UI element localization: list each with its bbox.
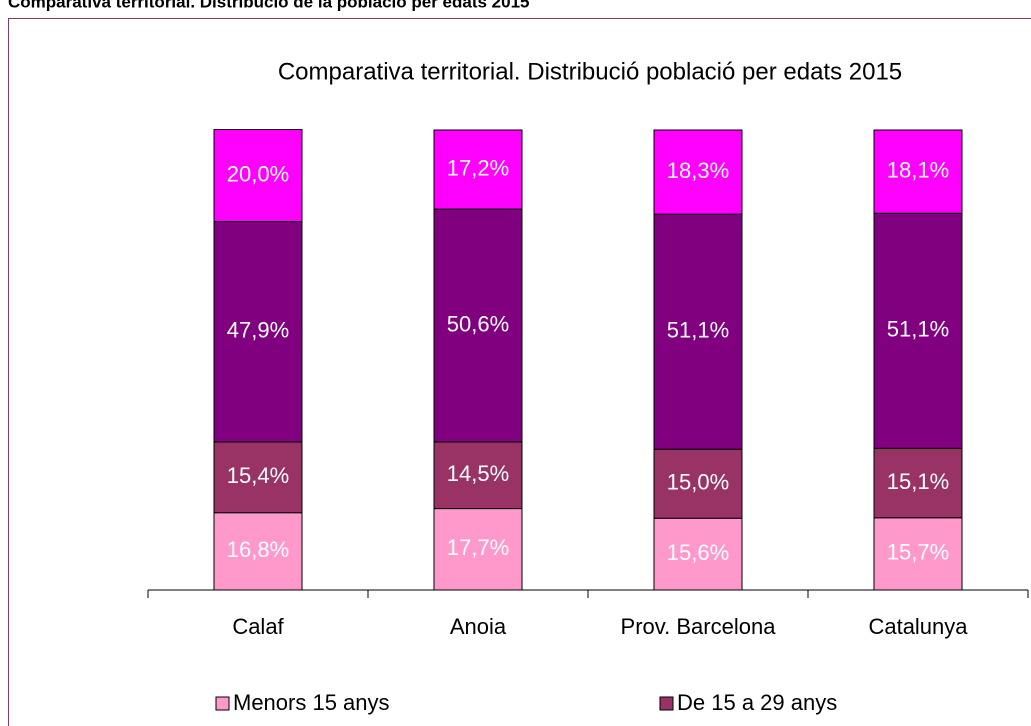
data-label: 50,6% (447, 311, 509, 336)
bar-segment (433, 129, 523, 210)
data-label: 15,1% (887, 469, 949, 494)
data-label: 15,7% (887, 540, 949, 565)
data-label: 15,0% (667, 470, 729, 495)
data-label: 17,2% (447, 155, 509, 180)
x-tick-label: Catalunya (868, 614, 968, 639)
bar-segment (433, 441, 523, 510)
x-tick-label: Anoia (450, 614, 507, 639)
bar-segment (433, 508, 523, 591)
legend-label: De 15 a 29 anys (677, 690, 837, 715)
chart-title: Comparativa territorial. Distribució pob… (278, 58, 902, 85)
bar-segment (873, 129, 963, 214)
bar-segment (653, 517, 743, 591)
bar-segment (653, 448, 743, 519)
x-tick-label: Prov. Barcelona (621, 614, 777, 639)
legend-label: Menors 15 anys (233, 690, 390, 715)
bar-segment (213, 129, 303, 223)
bar-segment (433, 208, 523, 443)
bar-segment (873, 447, 963, 519)
data-label: 17,7% (447, 535, 509, 560)
data-label: 14,5% (447, 461, 509, 486)
data-label: 16,8% (227, 537, 289, 562)
data-label: 51,1% (887, 317, 949, 342)
bar-segment (653, 213, 743, 450)
data-label: 20,0% (227, 161, 289, 186)
bar-segment (213, 221, 303, 443)
data-label: 51,1% (667, 318, 729, 343)
data-label: 15,6% (667, 540, 729, 565)
data-label: 18,3% (667, 158, 729, 183)
bar-segment (213, 441, 303, 514)
bar-segment (873, 212, 963, 449)
bar-segment (873, 517, 963, 591)
x-tick-label: Calaf (232, 614, 284, 639)
page-header: Comparativa territorial. Distribució de … (8, 0, 530, 11)
bar-segment (653, 129, 743, 215)
legend-swatch (215, 696, 230, 711)
data-label: 18,1% (887, 157, 949, 182)
legend-swatch (659, 696, 674, 711)
data-label: 47,9% (227, 318, 289, 343)
data-label: 15,4% (227, 463, 289, 488)
